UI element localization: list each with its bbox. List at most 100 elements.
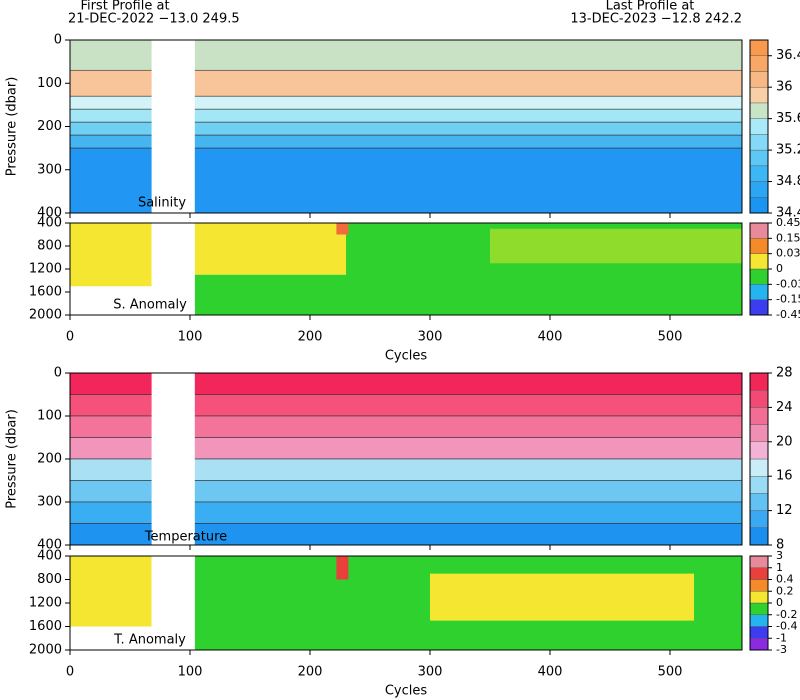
y-tick-label: 400 bbox=[37, 538, 62, 553]
colorbar-tick-label: 36.4 bbox=[776, 48, 800, 63]
colorbar-tick-label: 16 bbox=[776, 469, 793, 484]
colorbar-box bbox=[749, 591, 769, 604]
colorbar-box bbox=[749, 527, 769, 546]
colorbar-tick-label: 1 bbox=[776, 561, 783, 574]
colorbar-box bbox=[749, 197, 769, 214]
colorbar-tick-label: -0.2 bbox=[776, 608, 797, 621]
colorbar-frame bbox=[749, 222, 769, 316]
colorbar-tick-label: 12 bbox=[776, 503, 793, 518]
colorbar-tick-label: 0.2 bbox=[776, 584, 794, 597]
x-tick-label: 400 bbox=[538, 330, 563, 345]
anomaly-region bbox=[70, 556, 152, 627]
x-tick-label: 200 bbox=[298, 330, 323, 345]
colorbar-tick-label: 0 bbox=[776, 262, 783, 275]
colorbar-box bbox=[749, 284, 769, 300]
colorbar-box bbox=[749, 181, 769, 198]
anomaly-region bbox=[194, 223, 346, 275]
colorbar-box bbox=[749, 458, 769, 477]
colorbar-tick-label: 36 bbox=[776, 80, 793, 95]
colorbar-box bbox=[749, 165, 769, 182]
colorbar-tick-label: 34.8 bbox=[776, 174, 800, 189]
x-tick-label: 0 bbox=[66, 665, 74, 680]
colorbar-tick-label: 8 bbox=[776, 538, 784, 553]
y-tick-label: 2000 bbox=[29, 643, 62, 658]
colorbar-tick-label: 24 bbox=[776, 400, 793, 415]
colorbar-box bbox=[749, 253, 769, 270]
colorbar-box bbox=[749, 134, 769, 151]
y-tick-label: 400 bbox=[37, 549, 62, 564]
colorbar-box bbox=[749, 55, 769, 72]
colorbar-box bbox=[749, 268, 769, 285]
y-tick-label: 800 bbox=[37, 239, 62, 254]
y-tick-label: 100 bbox=[37, 76, 62, 91]
colorbar-box bbox=[749, 614, 769, 627]
anomaly-region bbox=[336, 223, 349, 235]
last-profile-title: Last Profile at bbox=[606, 0, 695, 14]
first-profile-title: First Profile at bbox=[80, 0, 169, 14]
panel-label: S. Anomaly bbox=[113, 298, 187, 313]
colorbar-frame bbox=[749, 555, 769, 651]
first-profile-info: 21-DEC-2022 −13.0 249.5 bbox=[68, 12, 240, 27]
panel-label: Temperature bbox=[144, 530, 227, 545]
colorbar-box bbox=[749, 638, 769, 651]
colorbar-box bbox=[749, 493, 769, 511]
colorbar-tick-label: -0.4 bbox=[776, 620, 797, 633]
colorbar-box bbox=[749, 626, 769, 639]
colorbar-tick-label: -0.15 bbox=[776, 293, 800, 306]
colorbar-tick-label: 34.4 bbox=[776, 206, 800, 221]
colorbar-box bbox=[749, 602, 769, 615]
colorbar-box bbox=[749, 476, 769, 494]
colorbar-box bbox=[749, 86, 769, 104]
colorbar-tick-label: 20 bbox=[776, 434, 793, 449]
data-gap bbox=[151, 40, 195, 213]
x-tick-label: 300 bbox=[418, 665, 443, 680]
colorbar-box bbox=[749, 407, 769, 425]
y-tick-label: 200 bbox=[37, 119, 62, 134]
x-axis-label: Cycles bbox=[385, 349, 428, 364]
y-tick-label: 400 bbox=[37, 206, 62, 221]
colorbar-box bbox=[749, 424, 769, 443]
data-gap bbox=[151, 223, 195, 315]
colorbar-box bbox=[749, 149, 769, 167]
colorbar-tick-label: 35.2 bbox=[776, 143, 800, 158]
x-tick-label: 200 bbox=[298, 665, 323, 680]
colorbar-tick-label: 0.03 bbox=[776, 247, 800, 260]
anomaly-region bbox=[430, 573, 694, 621]
colorbar-box bbox=[749, 102, 769, 119]
colorbar-tick-label: 0 bbox=[776, 596, 783, 609]
data-gap bbox=[151, 556, 195, 650]
colorbar-tick-label: -0.03 bbox=[776, 277, 800, 290]
colorbar-box bbox=[749, 579, 769, 592]
anomaly-region bbox=[336, 556, 349, 580]
y-tick-label: 300 bbox=[37, 162, 62, 177]
colorbar-box bbox=[749, 441, 769, 460]
y-tick-label: 200 bbox=[37, 452, 62, 467]
colorbar-box bbox=[749, 238, 769, 254]
x-tick-label: 100 bbox=[178, 665, 203, 680]
y-tick-label: 1600 bbox=[29, 619, 62, 634]
data-gap bbox=[151, 373, 195, 545]
y-tick-label: 800 bbox=[37, 572, 62, 587]
y-tick-label: 0 bbox=[54, 33, 62, 48]
colorbar-tick-label: -3 bbox=[776, 643, 787, 656]
x-tick-label: 300 bbox=[418, 330, 443, 345]
colorbar-tick-label: -1 bbox=[776, 631, 787, 644]
colorbar-box bbox=[749, 555, 769, 568]
y-tick-label: 1200 bbox=[29, 596, 62, 611]
x-tick-label: 500 bbox=[658, 665, 683, 680]
colorbar-tick-label: -0.45 bbox=[776, 308, 800, 321]
colorbar-box bbox=[749, 567, 769, 580]
colorbar-tick-label: 0.15 bbox=[776, 231, 800, 244]
colorbar-frame bbox=[749, 39, 769, 214]
y-tick-label: 0 bbox=[54, 366, 62, 381]
colorbar-box bbox=[749, 299, 769, 316]
x-tick-label: 100 bbox=[178, 330, 203, 345]
colorbar-tick-label: 0.4 bbox=[776, 573, 794, 586]
y-tick-label: 1600 bbox=[29, 285, 62, 300]
y-tick-label: 2000 bbox=[29, 308, 62, 323]
colorbar-frame bbox=[749, 372, 769, 546]
anomaly-region bbox=[490, 228, 742, 264]
colorbar-box bbox=[749, 390, 769, 408]
y-tick-label: 1200 bbox=[29, 262, 62, 277]
